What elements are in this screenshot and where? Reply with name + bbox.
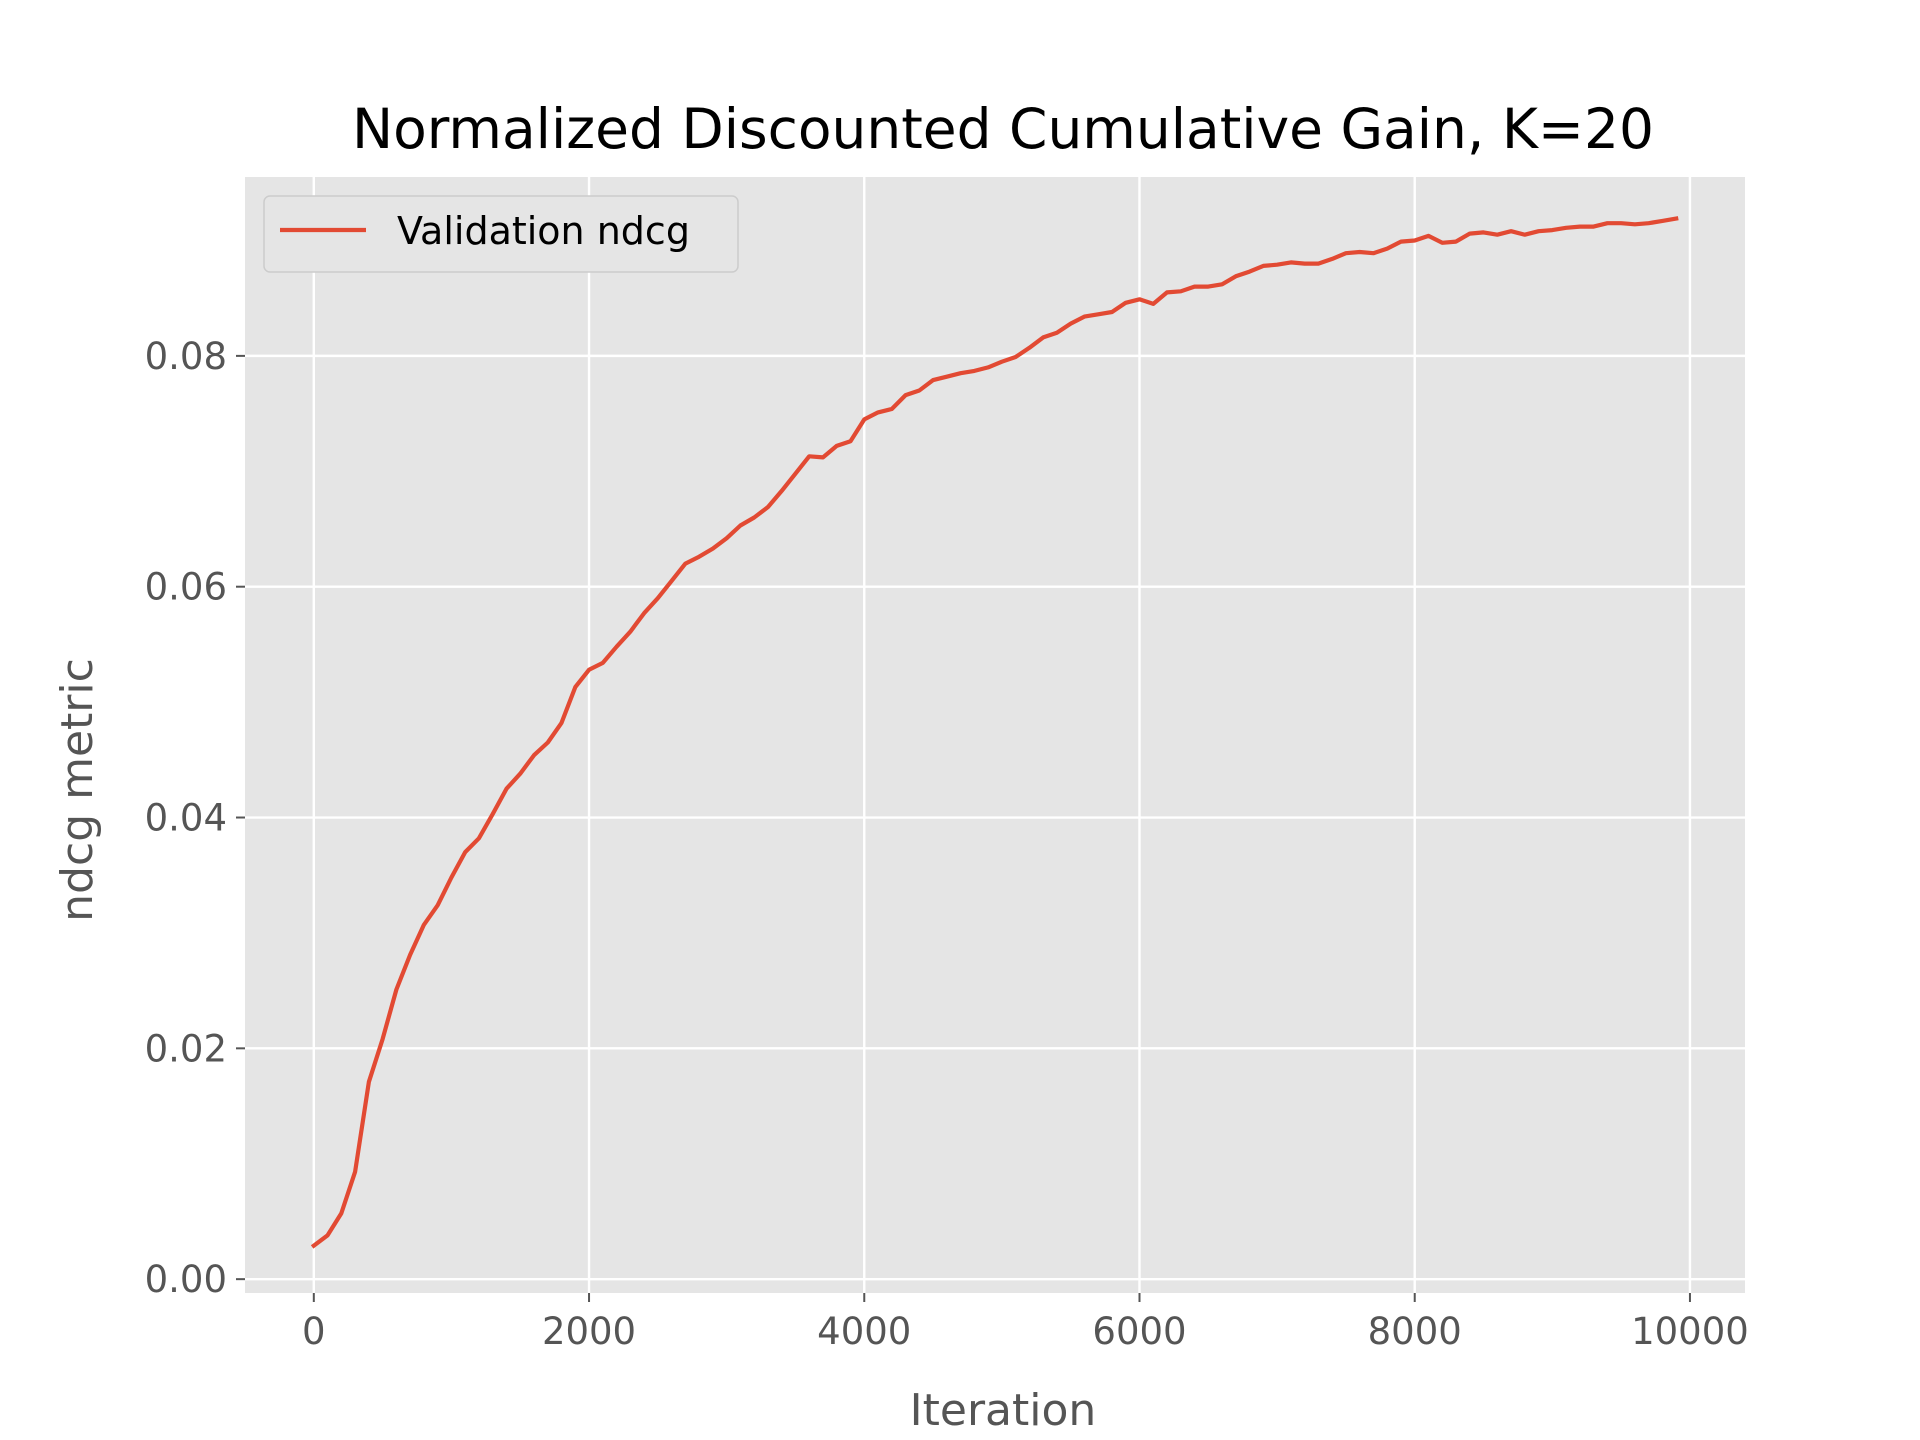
x-axis-label: Iteration	[910, 1385, 1097, 1436]
series-line-validation-ndcg	[310, 216, 1679, 1249]
y-tick-label: 0.08	[145, 335, 227, 378]
x-tick-label: 6000	[1092, 1310, 1186, 1353]
x-tick-label: 10000	[1631, 1310, 1749, 1353]
y-axis-label: ndcg metric	[52, 658, 103, 922]
legend: Validation ndcg	[263, 195, 739, 273]
y-tick-label: 0.00	[145, 1258, 227, 1301]
y-axis-ticks: 0.00 0.02 0.04 0.06 0.08	[145, 335, 245, 1301]
legend-label: Validation ndcg	[397, 209, 690, 253]
x-tick-label: 0	[302, 1310, 326, 1353]
y-tick-label: 0.02	[145, 1027, 227, 1070]
x-tick-label: 2000	[542, 1310, 636, 1353]
x-tick-label: 8000	[1368, 1310, 1462, 1353]
x-axis-ticks: 0 2000 4000 6000 8000 10000	[302, 1293, 1749, 1353]
grid-lines	[245, 177, 1745, 1293]
chart-title: Normalized Discounted Cumulative Gain, K…	[352, 97, 1654, 161]
y-tick-label: 0.04	[145, 797, 227, 840]
legend-box	[263, 195, 739, 273]
plot-area	[245, 177, 1745, 1293]
series-layer	[310, 216, 1679, 1249]
y-tick-label: 0.06	[145, 566, 227, 609]
x-tick-label: 4000	[817, 1310, 911, 1353]
